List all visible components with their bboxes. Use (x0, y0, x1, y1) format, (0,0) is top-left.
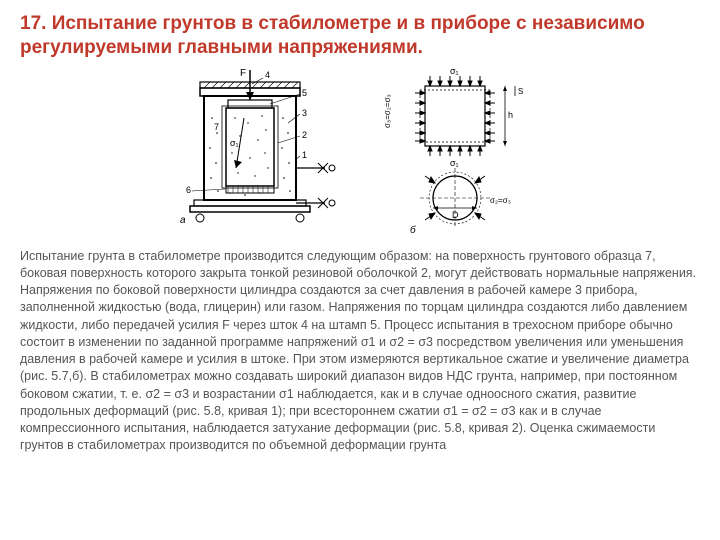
label-b: б (410, 224, 416, 236)
label-a: а (180, 215, 186, 226)
svg-text:7: 7 (214, 122, 219, 132)
svg-text:1: 1 (302, 150, 307, 160)
svg-text:h: h (508, 110, 513, 120)
diagram-row: F σ₁ (20, 68, 700, 238)
body-paragraph: Испытание грунта в стабилометре производ… (20, 248, 700, 455)
svg-text:2: 2 (302, 130, 307, 140)
sigma-circle: σ₂=σ₃ (490, 196, 511, 205)
apparatus-diagram: F σ₁ (170, 68, 350, 228)
sigma3-left: σ₃=σ₂=σ₃ (383, 94, 392, 128)
svg-text:S: S (518, 87, 523, 96)
label-sigma1-inner: σ₁ (230, 138, 239, 148)
stress-diagram: σ₁ σ₁ (380, 68, 550, 238)
svg-text:3: 3 (302, 108, 307, 118)
label-D: D (452, 210, 459, 220)
svg-text:4: 4 (265, 70, 270, 80)
svg-text:5: 5 (302, 88, 307, 98)
sigma1-bottom: σ₁ (450, 158, 459, 168)
page-title: 17. Испытание грунтов в стабилометре и в… (20, 12, 700, 60)
sigma1-top: σ₁ (450, 68, 459, 76)
svg-text:6: 6 (186, 185, 191, 195)
label-F: F (240, 68, 246, 79)
